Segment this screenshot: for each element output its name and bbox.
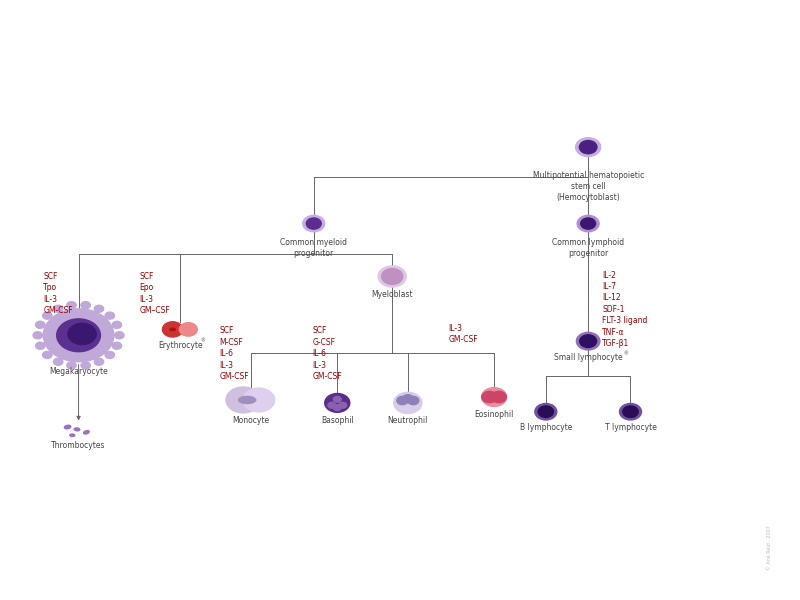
Circle shape <box>243 388 274 412</box>
Circle shape <box>394 392 422 413</box>
Ellipse shape <box>238 397 256 404</box>
Circle shape <box>179 323 198 336</box>
Circle shape <box>162 322 183 337</box>
Circle shape <box>576 332 600 350</box>
Circle shape <box>57 319 101 352</box>
Ellipse shape <box>64 425 70 429</box>
Text: © Ana Reid · 2007: © Ana Reid · 2007 <box>767 526 773 571</box>
Text: IL-2
IL-7
IL-12
SDF-1
FLT-3 ligand
TNF-α
TGF-β1: IL-2 IL-7 IL-12 SDF-1 FLT-3 ligand TNF-α… <box>602 271 648 348</box>
Ellipse shape <box>84 431 89 434</box>
Text: Monocyte: Monocyte <box>233 416 270 425</box>
Circle shape <box>112 321 122 328</box>
Circle shape <box>623 406 638 418</box>
Circle shape <box>579 140 597 154</box>
Text: SCF
G-CSF
IL-6
IL-3
GM-CSF: SCF G-CSF IL-6 IL-3 GM-CSF <box>312 326 342 381</box>
Circle shape <box>402 395 414 403</box>
Circle shape <box>538 406 554 418</box>
Circle shape <box>33 332 42 339</box>
Circle shape <box>325 394 350 412</box>
Circle shape <box>43 309 114 362</box>
Circle shape <box>105 312 114 319</box>
Circle shape <box>576 138 601 157</box>
Ellipse shape <box>74 428 80 431</box>
Circle shape <box>491 391 506 403</box>
Text: SCF
Tpo
IL-3
GM-CSF: SCF Tpo IL-3 GM-CSF <box>43 272 73 315</box>
Circle shape <box>42 352 52 358</box>
Circle shape <box>535 403 557 420</box>
Text: Thrombocytes: Thrombocytes <box>51 441 106 450</box>
Text: Basophil: Basophil <box>321 416 354 425</box>
Circle shape <box>328 403 336 408</box>
Circle shape <box>54 305 63 313</box>
Circle shape <box>397 397 408 404</box>
Text: Erythrocyte: Erythrocyte <box>158 341 202 350</box>
Circle shape <box>94 305 104 313</box>
Circle shape <box>35 321 45 328</box>
Text: ®: ® <box>200 338 205 343</box>
Circle shape <box>482 388 506 406</box>
Circle shape <box>378 266 406 287</box>
Ellipse shape <box>70 434 74 436</box>
Circle shape <box>619 403 642 420</box>
Circle shape <box>306 218 322 229</box>
Circle shape <box>581 218 596 229</box>
Text: Common lymphoid
progenitor: Common lymphoid progenitor <box>552 238 624 258</box>
Text: ®: ® <box>623 351 628 356</box>
Text: Eosinophil: Eosinophil <box>474 410 514 419</box>
Text: B lymphocyte: B lymphocyte <box>520 424 572 433</box>
Text: Common myeloid
progenitor: Common myeloid progenitor <box>280 238 347 258</box>
Ellipse shape <box>170 328 175 331</box>
Circle shape <box>66 362 76 369</box>
Circle shape <box>68 323 96 344</box>
Circle shape <box>408 397 419 404</box>
Circle shape <box>580 335 597 347</box>
Text: Myeloblast: Myeloblast <box>371 290 413 299</box>
Circle shape <box>35 342 45 349</box>
Text: T lymphocyte: T lymphocyte <box>605 424 657 433</box>
Circle shape <box>105 352 114 358</box>
Circle shape <box>334 397 341 403</box>
Circle shape <box>81 362 90 369</box>
Circle shape <box>54 358 63 365</box>
Circle shape <box>382 269 402 284</box>
Circle shape <box>42 312 52 319</box>
Circle shape <box>334 404 341 410</box>
Text: Neutrophil: Neutrophil <box>388 416 428 425</box>
Circle shape <box>339 403 346 408</box>
Circle shape <box>577 215 599 232</box>
Circle shape <box>114 332 124 339</box>
Text: Multipotential hematopoietic
stem cell
(Hemocytoblast): Multipotential hematopoietic stem cell (… <box>533 170 644 202</box>
Circle shape <box>94 358 104 365</box>
Text: Megakaryocyte: Megakaryocyte <box>49 367 108 376</box>
Circle shape <box>226 387 261 413</box>
Text: SCF
Epo
IL-3
GM–CSF: SCF Epo IL-3 GM–CSF <box>140 272 170 315</box>
Circle shape <box>81 302 90 308</box>
Circle shape <box>482 391 497 403</box>
Text: SCF
M-CSF
IL-6
IL-3
GM-CSF: SCF M-CSF IL-6 IL-3 GM-CSF <box>220 326 250 381</box>
Circle shape <box>302 215 325 232</box>
Circle shape <box>112 342 122 349</box>
Text: IL-3
GM-CSF: IL-3 GM-CSF <box>449 323 478 344</box>
Circle shape <box>66 302 76 308</box>
Text: Small lymphocyte: Small lymphocyte <box>554 353 622 362</box>
